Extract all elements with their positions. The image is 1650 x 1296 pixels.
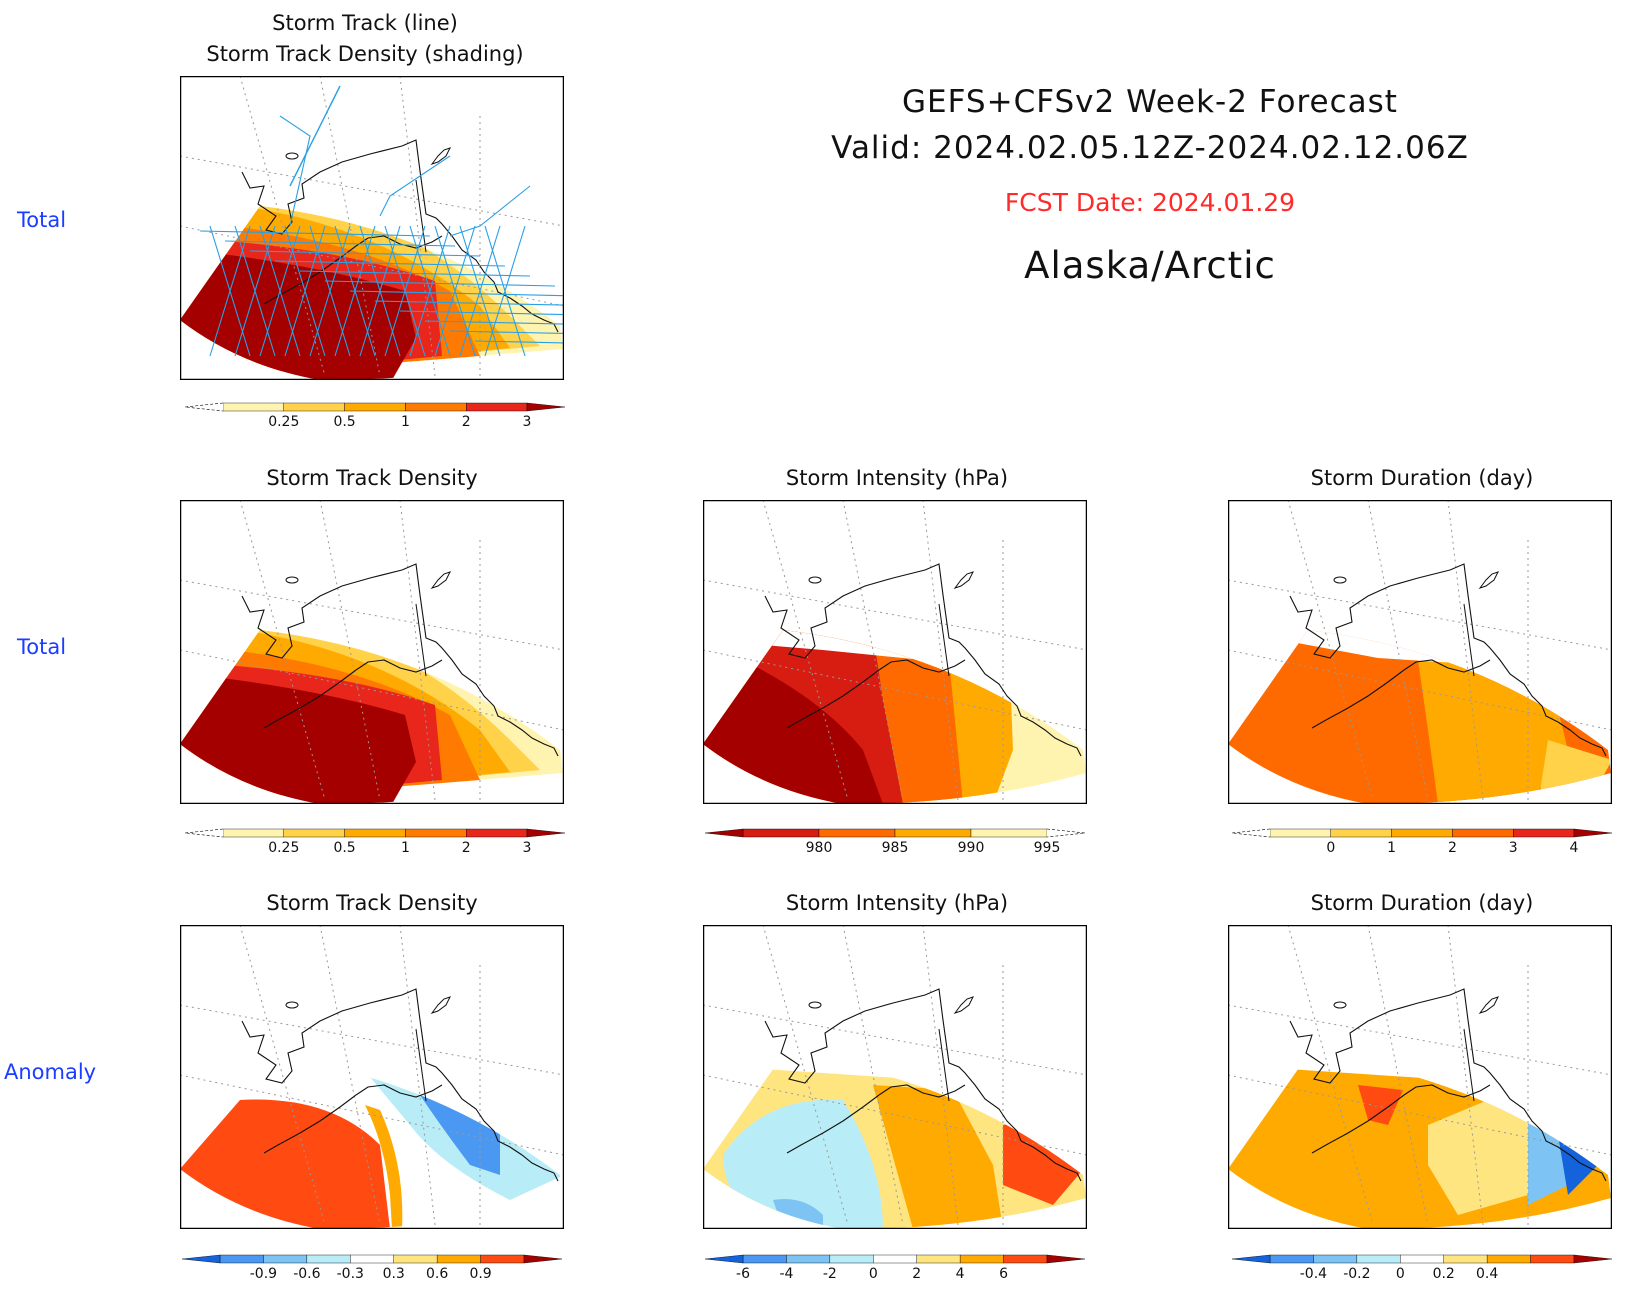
row-label-total-2: Total (17, 635, 67, 659)
colorbar-tick-label: 2 (462, 840, 471, 856)
colorbar-tick-label: 4 (956, 1266, 965, 1282)
forecast-title: GEFS+CFSv2 Week-2 Forecast (902, 84, 1398, 120)
colorbar-tick-label: -0.4 (1300, 1266, 1327, 1282)
colorbar-tick-label: 985 (882, 840, 909, 856)
map-svg (180, 76, 564, 380)
colorbar-svg: -6 -4 -2 0 2 4 6 (704, 1254, 1086, 1282)
intensity-total-title: Storm Intensity (hPa) (785, 466, 1009, 490)
colorbar-tick-label: -0.6 (293, 1266, 320, 1282)
colorbar-tick-label: -2 (823, 1266, 837, 1282)
colorbar-tick-label: -0.2 (1343, 1266, 1370, 1282)
colorbar-tick-label: -4 (779, 1266, 793, 1282)
colorbar-tick-label: 0 (1326, 840, 1335, 856)
valid-period: Valid: 2024.02.05.12Z-2024.02.12.06Z (831, 130, 1469, 166)
colorbar-tick-label: 0.25 (268, 840, 299, 856)
colorbar-tick-label: 995 (1034, 840, 1061, 856)
colorbar-tick-label: 1 (401, 840, 410, 856)
colorbar-tick-label: 2 (912, 1266, 921, 1282)
colorbar-density-total: 0.250.51234 (175, 826, 592, 866)
colorbar-tick-label: 0.9 (469, 1266, 491, 1282)
map-intensity-anomaly (703, 925, 1087, 1229)
colorbar-tick-label: 990 (958, 840, 985, 856)
duration-total-title: Storm Duration (day) (1310, 466, 1534, 490)
track-panel-title: Storm Track (line) Storm Track Density (… (165, 8, 565, 70)
colorbar-tick-label: 0.2 (1433, 1266, 1455, 1282)
colorbar-tick-label: 2 (1448, 840, 1457, 856)
map-svg (1228, 500, 1612, 804)
colorbar-svg: 012345 (1231, 828, 1639, 856)
region-label: Alaska/Arctic (1024, 244, 1276, 287)
row-label-total-1: Total (17, 208, 67, 232)
colorbar-tick-label: 0.4 (1476, 1266, 1498, 1282)
colorbar-tick-label: -6 (736, 1266, 750, 1282)
map-track-density (180, 76, 564, 380)
colorbar-tick-label: 0.5 (333, 414, 355, 430)
map-svg (180, 925, 564, 1229)
colorbar-tick-label: 0 (1396, 1266, 1405, 1282)
colorbar-tick-label: 0.6 (426, 1266, 448, 1282)
map-duration-anomaly (1228, 925, 1612, 1229)
colorbar-tick-label: -0.3 (337, 1266, 364, 1282)
colorbar-tick-label: 6 (999, 1266, 1008, 1282)
colorbar-tick-label: 980 (806, 840, 833, 856)
colorbar-tick-label: 3 (523, 840, 532, 856)
map-svg (703, 500, 1087, 804)
colorbar-tick-label: -0.9 (250, 1266, 277, 1282)
map-density-anomaly (180, 925, 564, 1229)
colorbar-tick-label: 1 (401, 414, 410, 430)
map-duration-total (1228, 500, 1612, 804)
colorbar-svg: 9809859909951000 (704, 828, 1141, 856)
colorbar-tick-label: 0.3 (383, 1266, 405, 1282)
colorbar-tick-label: 0 (869, 1266, 878, 1282)
colorbar-duration-total: 012345 (1222, 826, 1639, 866)
map-intensity-total (703, 500, 1087, 804)
colorbar-svg: -0.9 -0.6 -0.3 0.3 0.6 0.9 (181, 1254, 563, 1282)
map-svg (1228, 925, 1612, 1229)
colorbar-tick-label: 0.25 (268, 414, 299, 430)
colorbar-intensity-total: 9809859909951000 (695, 826, 1141, 866)
colorbar-tick-label: 1 (1387, 840, 1396, 856)
duration-anom-title: Storm Duration (day) (1310, 891, 1534, 915)
colorbar-tick-label: 3 (523, 414, 532, 430)
colorbar-svg: 0.250.51234 (184, 402, 592, 430)
colorbar-tick-label: 3 (1509, 840, 1518, 856)
intensity-anom-title: Storm Intensity (hPa) (785, 891, 1009, 915)
colorbar-track-density: 0.250.51234 (175, 400, 592, 440)
density-total-title: Storm Track Density (266, 466, 478, 490)
track-title-line1: Storm Track (line) (272, 11, 458, 35)
map-density-total (180, 500, 564, 804)
track-title-line2: Storm Track Density (shading) (206, 42, 524, 66)
forecast-date: FCST Date: 2024.01.29 (1004, 188, 1296, 217)
colorbar-intensity-anomaly: -6 -4 -2 0 2 4 6 (695, 1252, 1095, 1292)
map-svg (703, 925, 1087, 1229)
map-svg (180, 500, 564, 804)
colorbar-tick-label: 2 (462, 414, 471, 430)
colorbar-duration-anomaly: -0.4 -0.2 0 0.2 0.4 (1222, 1252, 1622, 1292)
colorbar-density-anomaly: -0.9 -0.6 -0.3 0.3 0.6 0.9 (172, 1252, 572, 1292)
colorbar-svg: -0.4 -0.2 0 0.2 0.4 (1231, 1254, 1613, 1282)
colorbar-svg: 0.250.51234 (184, 828, 592, 856)
colorbar-tick-label: 0.5 (333, 840, 355, 856)
density-anom-title: Storm Track Density (266, 891, 478, 915)
colorbar-tick-label: 4 (1570, 840, 1579, 856)
row-label-anomaly: Anomaly (4, 1060, 97, 1084)
